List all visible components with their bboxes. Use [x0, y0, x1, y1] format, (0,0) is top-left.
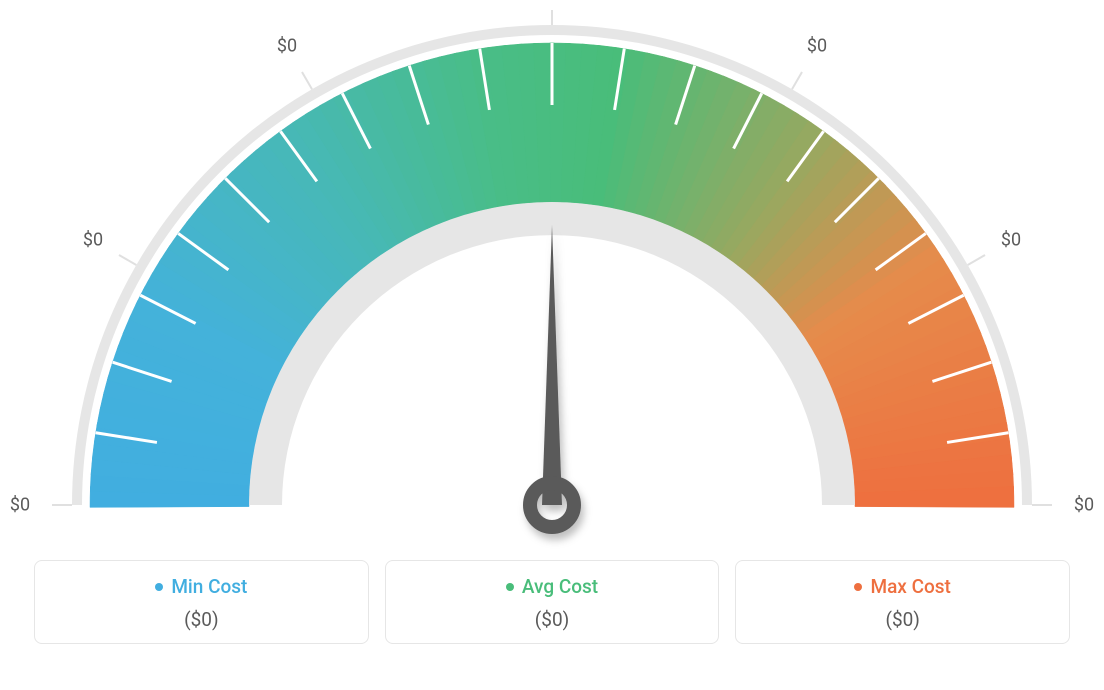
legend-label-avg: Avg Cost — [522, 575, 598, 598]
scale-label: $0 — [1001, 230, 1021, 251]
scale-label: $0 — [277, 36, 297, 57]
gauge-area: $0$0$0$0$0$0$0 — [0, 0, 1104, 560]
legend-card-min: Min Cost ($0) — [34, 560, 369, 644]
legend-card-max: Max Cost ($0) — [735, 560, 1070, 644]
legend-dot-max — [854, 583, 862, 591]
legend-row: Min Cost ($0) Avg Cost ($0) Max Cost ($0… — [34, 560, 1070, 644]
scale-label: $0 — [83, 230, 103, 251]
scale-label: $0 — [807, 36, 827, 57]
legend-label-min: Min Cost — [171, 575, 247, 598]
legend-title-avg: Avg Cost — [506, 575, 598, 598]
legend-dot-avg — [506, 583, 514, 591]
legend-title-max: Max Cost — [854, 575, 950, 598]
legend-value-min: ($0) — [43, 608, 360, 631]
legend-value-max: ($0) — [744, 608, 1061, 631]
legend-value-avg: ($0) — [394, 608, 711, 631]
legend-dot-min — [155, 583, 163, 591]
gauge-chart-container: $0$0$0$0$0$0$0 Min Cost ($0) Avg Cost ($… — [0, 0, 1104, 690]
scale-label: $0 — [1074, 495, 1094, 516]
gauge-svg — [0, 10, 1104, 570]
legend-title-min: Min Cost — [155, 575, 247, 598]
legend-label-max: Max Cost — [870, 575, 950, 598]
scale-label: $0 — [10, 495, 30, 516]
legend-card-avg: Avg Cost ($0) — [385, 560, 720, 644]
